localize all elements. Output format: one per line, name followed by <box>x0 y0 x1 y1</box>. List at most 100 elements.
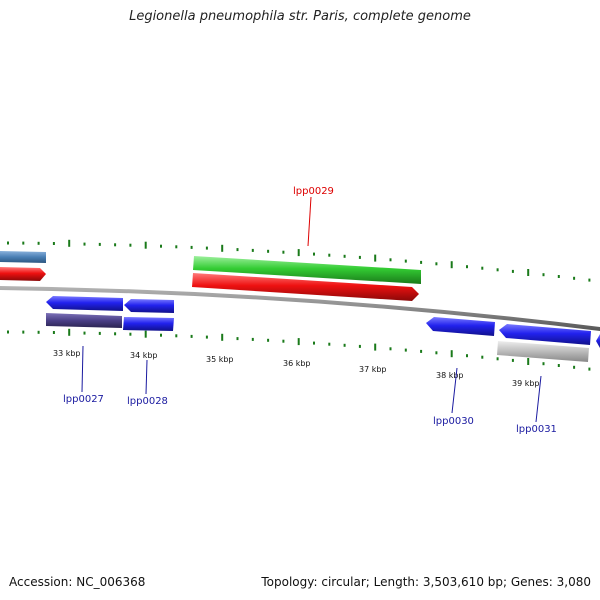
inner-minor-tick <box>328 342 331 346</box>
outer-major-tick <box>450 261 453 269</box>
tick-label-36kbp: 36 kbp <box>283 359 311 368</box>
inner-minor-tick <box>404 348 407 352</box>
outer-minor-tick <box>52 242 55 245</box>
tick-label-37kbp: 37 kbp <box>359 365 387 374</box>
outer-minor-tick <box>190 245 193 249</box>
inner-major-tick <box>527 358 530 365</box>
gene-lpp0028-blue-lower[interactable] <box>123 317 174 331</box>
gene-label-lpp0030[interactable]: lpp0030 <box>433 416 474 427</box>
gene-lpp0027-blue[interactable] <box>46 296 123 311</box>
inner-minor-tick <box>175 334 178 338</box>
genome-title: Legionella pneumophila str. Paris, compl… <box>129 9 471 24</box>
outer-minor-tick <box>420 260 423 264</box>
tick-label-34kbp: 34 kbp <box>130 351 158 360</box>
outer-minor-tick <box>389 258 392 262</box>
outer-minor-tick <box>313 252 315 256</box>
gene-light-blue-left[interactable] <box>0 251 46 263</box>
inner-minor-tick <box>129 332 132 336</box>
outer-tick-row <box>7 239 591 282</box>
tick-label-35kbp: 35 kbp <box>206 355 234 364</box>
inner-minor-tick <box>267 338 270 342</box>
gene-right-edge-blue[interactable] <box>596 334 600 348</box>
genome-summary-text: Topology: circular; Length: 3,503,610 bp… <box>261 575 591 589</box>
inner-minor-tick <box>251 337 254 341</box>
outer-minor-tick <box>588 278 591 282</box>
outer-minor-tick <box>328 253 331 257</box>
outer-minor-tick <box>282 250 285 254</box>
inner-minor-tick <box>7 330 9 334</box>
label-leaders <box>81 196 542 423</box>
tick-label-33kbp: 33 kbp <box>53 349 81 358</box>
inner-minor-tick <box>557 364 560 367</box>
inner-minor-tick <box>114 332 117 336</box>
outer-minor-tick <box>542 273 545 277</box>
outer-minor-tick <box>7 241 9 245</box>
gene-lpp0029-green[interactable] <box>193 256 421 284</box>
inner-minor-tick <box>236 337 239 341</box>
outer-minor-tick <box>343 254 346 258</box>
inner-minor-tick <box>466 354 468 358</box>
outer-minor-tick <box>573 276 576 280</box>
tick-label-38kbp: 38 kbp <box>436 371 464 380</box>
outer-minor-tick <box>129 243 132 247</box>
inner-minor-tick <box>282 339 285 343</box>
gene-label-lpp0028[interactable]: lpp0028 <box>127 396 168 407</box>
outer-major-tick <box>297 249 300 257</box>
inner-minor-tick <box>435 351 438 355</box>
inner-minor-tick <box>496 357 499 361</box>
gene-lpp0027-purple[interactable] <box>46 313 122 328</box>
gene-label-lpp0027[interactable]: lpp0027 <box>63 394 104 405</box>
gene-lpp0028-blue[interactable] <box>124 299 174 313</box>
outer-minor-tick <box>83 242 86 246</box>
gene-label-lpp0029[interactable]: lpp0029 <box>293 186 334 197</box>
outer-minor-tick <box>496 268 499 272</box>
gene-lpp0031-gray[interactable] <box>497 341 589 362</box>
inner-major-tick <box>450 350 453 358</box>
genome-backbone <box>0 286 600 331</box>
inner-minor-tick <box>205 335 208 339</box>
inner-major-tick <box>68 328 71 336</box>
gene-label-lpp0031[interactable]: lpp0031 <box>516 424 557 435</box>
inner-tick-row <box>7 328 591 371</box>
outer-minor-tick <box>98 242 101 246</box>
gene-red-left[interactable] <box>0 267 46 281</box>
accession-text: Accession: NC_006368 <box>9 575 146 589</box>
outer-minor-tick <box>481 266 484 270</box>
gene-lpp0030-blue[interactable] <box>426 317 495 336</box>
outer-minor-tick <box>267 249 270 253</box>
gene-lpp0029-red[interactable] <box>192 273 419 301</box>
outer-minor-tick <box>205 246 208 250</box>
inner-minor-tick <box>52 331 55 334</box>
inner-minor-tick <box>22 330 25 334</box>
outer-minor-tick <box>435 262 438 266</box>
inner-minor-tick <box>37 330 40 334</box>
inner-minor-tick <box>542 362 545 366</box>
inner-minor-tick <box>511 358 514 362</box>
inner-minor-tick <box>389 347 392 351</box>
tick-label-39kbp: 39 kbp <box>512 379 540 388</box>
outer-major-tick <box>374 254 377 262</box>
inner-major-tick <box>144 330 147 338</box>
inner-minor-tick <box>98 331 101 335</box>
inner-minor-tick <box>190 334 193 338</box>
inner-major-tick <box>221 333 224 341</box>
outer-minor-tick <box>557 275 560 278</box>
outer-minor-tick <box>22 241 25 245</box>
gene-lpp0031-blue[interactable] <box>499 324 591 345</box>
outer-minor-tick <box>466 265 468 269</box>
outer-minor-tick <box>175 245 178 249</box>
inner-minor-tick <box>343 343 346 347</box>
outer-minor-tick <box>251 248 254 252</box>
outer-major-tick <box>221 244 224 252</box>
inner-minor-tick <box>481 355 484 359</box>
inner-minor-tick <box>160 333 162 337</box>
inner-major-tick <box>374 343 377 351</box>
ruler-labels: 33 kbp 34 kbp 35 kbp 36 kbp 37 kbp 38 kb… <box>53 349 540 388</box>
outer-minor-tick <box>404 259 407 263</box>
inner-minor-tick <box>420 349 423 353</box>
inner-minor-tick <box>313 341 315 345</box>
inner-minor-tick <box>358 344 361 348</box>
outer-major-tick <box>144 241 147 249</box>
inner-minor-tick <box>588 367 591 371</box>
